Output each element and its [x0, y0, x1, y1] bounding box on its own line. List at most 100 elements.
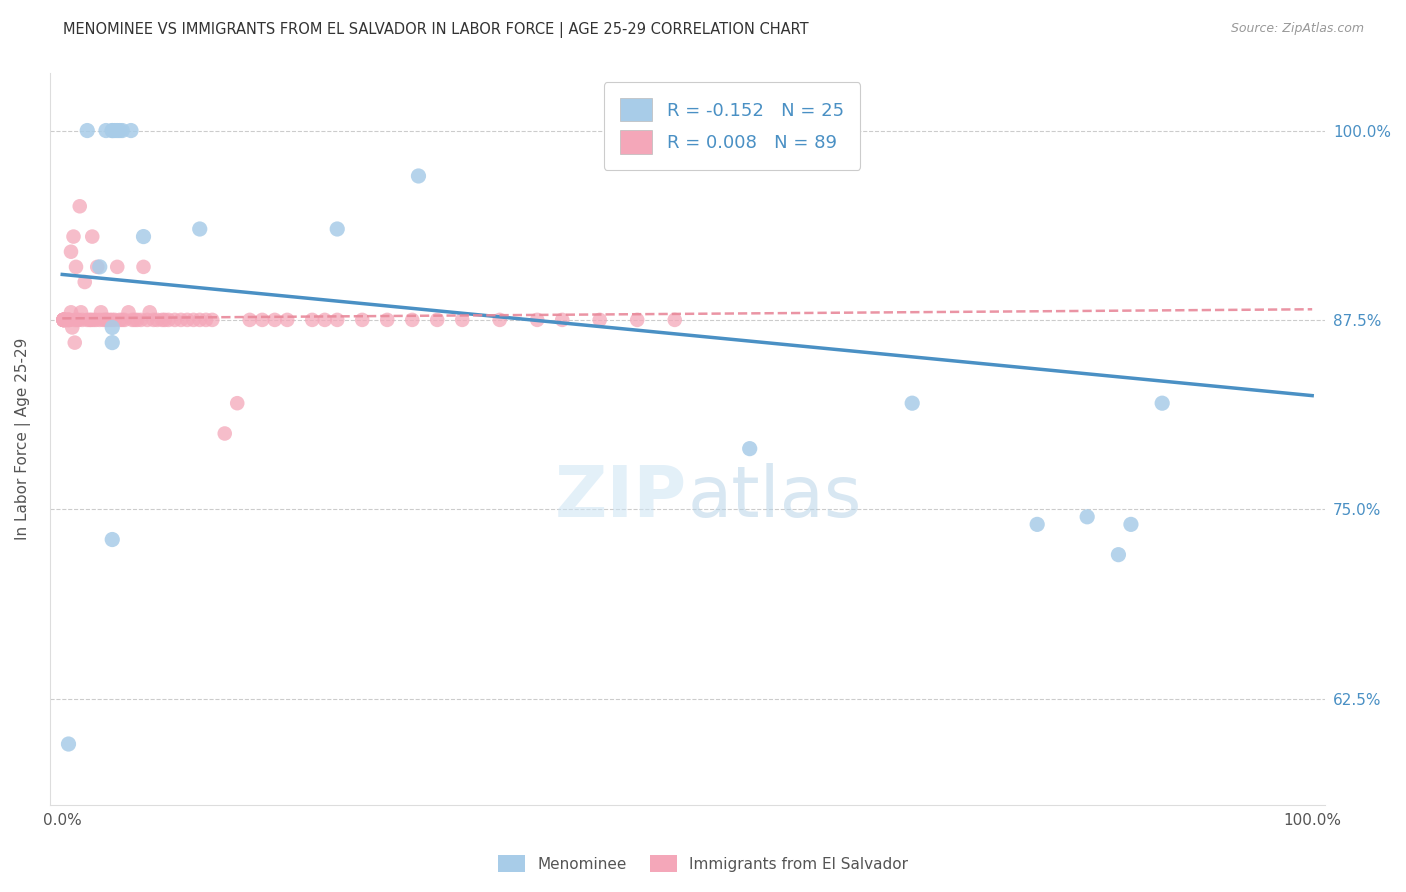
Point: [52, 313, 75, 327]
Point: [52, 313, 75, 327]
Point: [195, 313, 218, 327]
Point: [101, 335, 124, 350]
Point: [105, 123, 128, 137]
Point: [375, 313, 398, 327]
Text: atlas: atlas: [688, 463, 862, 532]
Point: [153, 313, 176, 327]
Point: [55, 313, 77, 327]
Text: ZIP: ZIP: [555, 463, 688, 532]
Point: [114, 313, 136, 327]
Point: [1119, 517, 1142, 532]
Point: [664, 313, 686, 327]
Point: [70, 305, 93, 319]
Point: [326, 222, 349, 236]
Point: [314, 313, 336, 327]
Point: [157, 313, 180, 327]
Point: [70, 313, 93, 327]
Point: [105, 260, 128, 274]
Point: [226, 396, 249, 410]
Point: [82, 229, 104, 244]
Point: [738, 442, 761, 456]
Point: [84, 313, 107, 327]
Point: [52, 313, 75, 327]
Point: [170, 313, 193, 327]
Point: [142, 313, 165, 327]
Point: [146, 313, 169, 327]
Point: [163, 313, 186, 327]
Point: [66, 313, 89, 327]
Point: [104, 123, 127, 137]
Point: [101, 320, 124, 334]
Point: [63, 335, 86, 350]
Point: [52, 313, 75, 327]
Point: [120, 123, 142, 137]
Point: [408, 169, 430, 183]
Point: [76, 123, 98, 137]
Point: [150, 313, 173, 327]
Point: [101, 123, 124, 137]
Point: [90, 305, 112, 319]
Point: [89, 313, 111, 327]
Point: [1152, 396, 1174, 410]
Point: [451, 313, 474, 327]
Point: [69, 199, 91, 213]
Point: [52, 313, 75, 327]
Point: [183, 313, 205, 327]
Point: [901, 396, 924, 410]
Point: [58, 313, 80, 327]
Point: [98, 313, 121, 327]
Point: [79, 313, 101, 327]
Point: [62, 229, 84, 244]
Point: [58, 313, 80, 327]
Point: [488, 313, 510, 327]
Point: [86, 260, 108, 274]
Point: [65, 260, 87, 274]
Point: [176, 313, 198, 327]
Point: [551, 313, 574, 327]
Point: [52, 313, 75, 327]
Point: [101, 123, 124, 137]
Point: [401, 313, 423, 327]
Point: [59, 313, 82, 327]
Point: [53, 313, 76, 327]
Point: [263, 313, 285, 327]
Point: [1026, 517, 1049, 532]
Y-axis label: In Labor Force | Age 25-29: In Labor Force | Age 25-29: [15, 337, 31, 540]
Point: [60, 320, 83, 334]
Point: [526, 313, 548, 327]
Point: [139, 305, 162, 319]
Text: Source: ZipAtlas.com: Source: ZipAtlas.com: [1230, 22, 1364, 36]
Point: [201, 313, 224, 327]
Point: [93, 313, 115, 327]
Point: [108, 123, 131, 137]
Point: [82, 313, 104, 327]
Point: [426, 313, 449, 327]
Point: [104, 313, 127, 327]
Point: [352, 313, 374, 327]
Point: [108, 313, 131, 327]
Point: [124, 313, 146, 327]
Point: [59, 244, 82, 259]
Point: [129, 313, 152, 327]
Point: [73, 275, 96, 289]
Point: [132, 260, 155, 274]
Point: [589, 313, 612, 327]
Point: [89, 260, 111, 274]
Point: [1076, 509, 1098, 524]
Point: [94, 313, 117, 327]
Point: [188, 222, 211, 236]
Point: [214, 426, 236, 441]
Point: [76, 313, 98, 327]
Point: [252, 313, 274, 327]
Legend: Menominee, Immigrants from El Salvador: Menominee, Immigrants from El Salvador: [491, 847, 915, 880]
Point: [101, 313, 124, 327]
Point: [136, 313, 159, 327]
Point: [80, 313, 103, 327]
Point: [55, 313, 77, 327]
Point: [111, 123, 134, 137]
Legend: R = -0.152   N = 25, R = 0.008   N = 89: R = -0.152 N = 25, R = 0.008 N = 89: [603, 82, 860, 170]
Point: [127, 313, 149, 327]
Point: [52, 313, 75, 327]
Point: [326, 313, 349, 327]
Point: [67, 313, 90, 327]
